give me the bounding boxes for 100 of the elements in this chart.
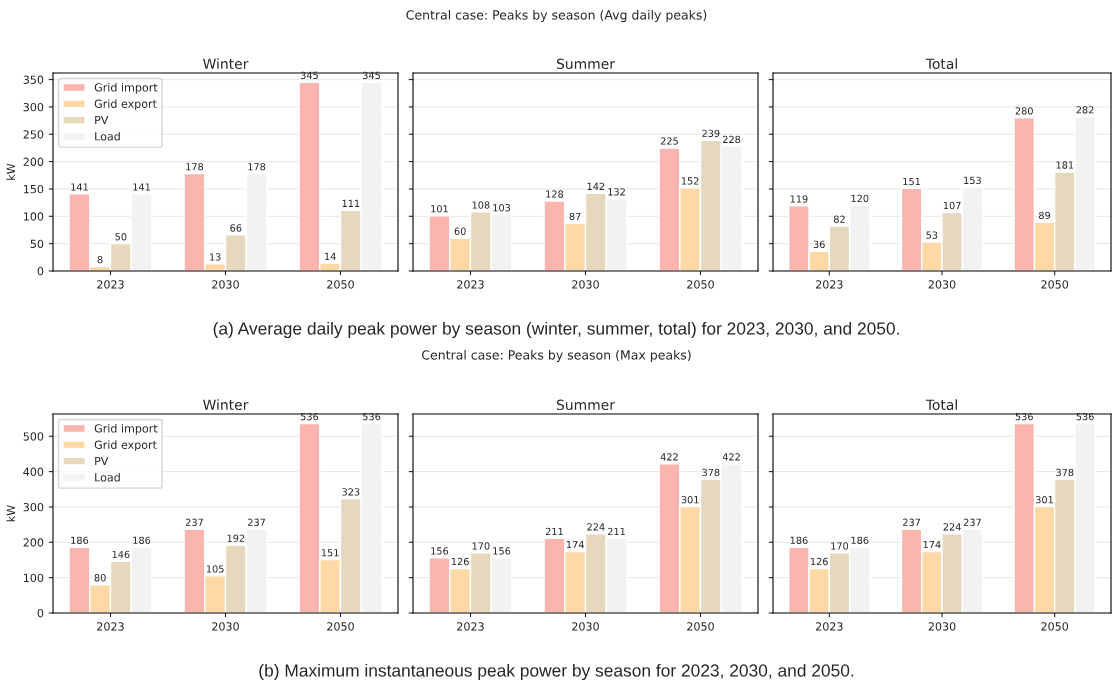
data-label: 181 xyxy=(1056,161,1074,169)
x-tick-label: 2030 xyxy=(572,280,599,289)
data-label: 156 xyxy=(431,547,449,555)
data-label: 225 xyxy=(660,137,678,145)
y-axis-title: kW xyxy=(6,163,15,180)
data-label: 103 xyxy=(493,204,511,212)
data-label: 323 xyxy=(342,488,360,496)
data-label: 146 xyxy=(112,550,130,559)
x-tick-label: 2050 xyxy=(327,622,354,631)
data-label: 282 xyxy=(1076,106,1094,114)
x-tick-label: 2030 xyxy=(212,622,239,631)
data-label: 141 xyxy=(133,183,150,191)
chart-title: Summer xyxy=(556,58,615,70)
data-label: 211 xyxy=(545,527,563,536)
data-label: 156 xyxy=(493,547,511,555)
y-axis-title: kW xyxy=(6,505,15,522)
x-tick-label: 2050 xyxy=(1041,622,1069,631)
data-label: 186 xyxy=(790,536,808,544)
data-label: 36 xyxy=(813,240,825,249)
y-tick-label: 300 xyxy=(23,102,44,112)
data-label: 224 xyxy=(943,523,961,531)
data-label: 422 xyxy=(660,453,678,461)
data-label: 301 xyxy=(681,495,699,504)
data-label: 178 xyxy=(248,163,266,171)
data-label: 174 xyxy=(566,541,584,549)
data-label: 80 xyxy=(94,574,106,582)
y-tick-label: 250 xyxy=(23,130,44,139)
y-tick-label: 100 xyxy=(23,212,44,221)
x-tick-label: 2050 xyxy=(687,622,714,631)
data-label: 8 xyxy=(97,256,103,264)
legend-label: Grid export xyxy=(94,99,157,111)
legend-label: Grid export xyxy=(94,440,157,452)
data-label: 536 xyxy=(1076,412,1094,421)
legend-label: Load xyxy=(95,131,120,141)
text: Central case: Peaks by season (Max peaks) xyxy=(422,349,691,363)
x-tick-label: 2050 xyxy=(1041,280,1069,289)
data-label: 228 xyxy=(722,135,741,144)
legend-label: Load xyxy=(95,472,120,482)
chart-title: Winter xyxy=(203,58,249,70)
data-label: 186 xyxy=(133,536,151,544)
data-label: 237 xyxy=(247,518,265,526)
data-label: 60 xyxy=(454,227,466,235)
data-label: 211 xyxy=(607,527,625,536)
chart-title: Summer xyxy=(556,399,615,411)
y-tick-label: 300 xyxy=(23,502,44,512)
y-tick-label: 350 xyxy=(23,75,44,84)
data-label: 422 xyxy=(722,453,740,461)
data-label: 186 xyxy=(71,536,89,544)
x-tick-label: 2023 xyxy=(97,280,124,289)
data-label: 101 xyxy=(431,205,448,213)
data-label: 301 xyxy=(1035,495,1053,504)
data-label: 107 xyxy=(943,201,961,210)
data-label: 186 xyxy=(851,536,869,544)
data-label: 151 xyxy=(903,177,920,186)
y-tick-label: 150 xyxy=(23,184,44,194)
y-tick-label: 0 xyxy=(37,608,44,618)
text: Central case: Peaks by season (Avg daily peaks) xyxy=(406,9,707,23)
data-label: 237 xyxy=(963,518,981,526)
data-label: 13 xyxy=(210,253,221,261)
x-tick-label: 2030 xyxy=(928,622,956,631)
data-label: 126 xyxy=(451,557,469,566)
y-tick-label: 500 xyxy=(23,432,44,441)
x-tick-label: 2023 xyxy=(457,280,484,289)
data-label: 237 xyxy=(903,518,921,526)
data-label: 536 xyxy=(1015,412,1033,421)
y-tick-label: 400 xyxy=(23,467,44,476)
data-label: 89 xyxy=(1039,211,1051,220)
legend-label: Grid import xyxy=(94,424,158,435)
data-label: 178 xyxy=(186,163,204,171)
x-tick-label: 2050 xyxy=(327,280,354,289)
data-label: 108 xyxy=(472,201,490,209)
legend-label: Grid import xyxy=(94,83,158,94)
chart-title: Total xyxy=(925,399,957,411)
x-tick-label: 2030 xyxy=(928,280,956,289)
legend-label: PV xyxy=(95,456,109,466)
y-tick-label: 200 xyxy=(23,157,44,166)
data-label: 192 xyxy=(227,534,245,542)
text: (a) Average daily peak power by season (winter, summer, total) for 2023, 2030, and 2050. xyxy=(213,321,899,339)
data-label: 50 xyxy=(115,233,127,241)
x-tick-label: 2030 xyxy=(572,622,599,631)
data-label: 111 xyxy=(342,199,360,207)
data-label: 14 xyxy=(325,252,336,260)
x-tick-label: 2023 xyxy=(816,280,843,289)
chart-title: Winter xyxy=(203,399,249,411)
data-label: 66 xyxy=(230,224,242,232)
data-label: 280 xyxy=(1015,107,1033,115)
data-label: 141 xyxy=(71,183,88,191)
x-tick-label: 2050 xyxy=(687,280,714,289)
x-tick-label: 2023 xyxy=(457,622,484,631)
data-label: 128 xyxy=(546,190,564,198)
data-label: 224 xyxy=(587,523,605,531)
data-label: 82 xyxy=(833,215,845,223)
data-label: 53 xyxy=(926,231,938,239)
data-label: 174 xyxy=(923,541,941,549)
legend-label: PV xyxy=(95,115,109,125)
data-label: 378 xyxy=(1056,468,1074,477)
y-tick-label: 200 xyxy=(23,538,44,547)
x-tick-label: 2030 xyxy=(212,280,239,289)
data-label: 378 xyxy=(702,468,720,477)
data-label: 170 xyxy=(831,542,849,550)
